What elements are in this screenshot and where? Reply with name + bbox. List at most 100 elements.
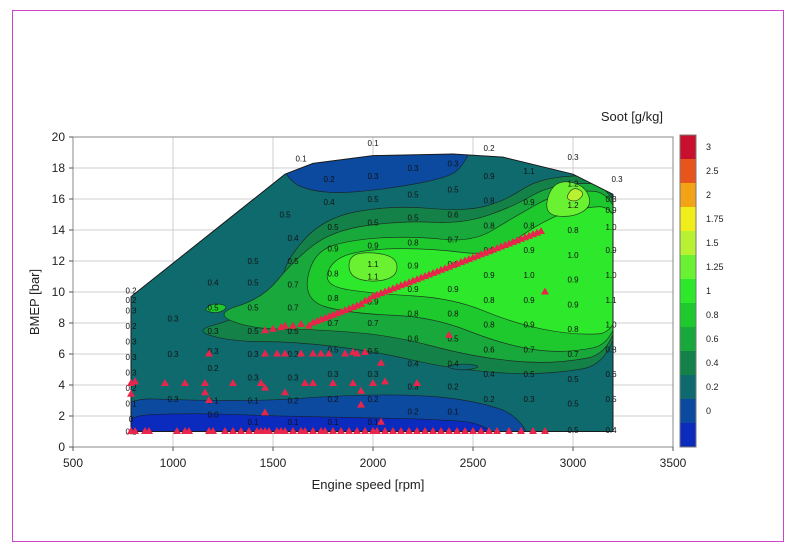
data-point [265, 427, 273, 434]
y-tick-label: 0 [58, 440, 65, 454]
contour-label: 0.1 [247, 397, 259, 406]
colorbar-swatch [680, 399, 696, 424]
data-point [429, 427, 437, 434]
contour-label: 1.0 [567, 251, 579, 260]
contour-label: 0.7 [287, 304, 299, 313]
contour-label: 0.3 [287, 350, 299, 359]
x-tick-label: 3000 [560, 456, 587, 470]
data-point [281, 388, 289, 396]
contour-label: 0.9 [483, 271, 495, 280]
contour-label: 0.3 [247, 373, 259, 382]
data-point [245, 427, 253, 434]
data-point [357, 400, 365, 408]
data-point [281, 321, 289, 329]
contour-label: 0.5 [523, 370, 535, 379]
contour-label: 0.0 [207, 410, 219, 419]
contour-label: 0.4 [207, 279, 219, 288]
x-tick-label: 2500 [460, 456, 487, 470]
contour-label: 1.2 [567, 201, 579, 210]
contour-label: 0.8 [327, 269, 339, 278]
data-point [221, 427, 229, 434]
y-tick-label: 10 [52, 285, 66, 299]
colorbar-swatch [680, 255, 696, 280]
data-point [453, 427, 461, 434]
soot-contour-chart: 0.2 0.3 0.2 0.3 0.3 0.3 0.2 0.1 0 0.1 0.3 0.3 0.3 0.4… [27, 109, 724, 492]
data-point [353, 349, 361, 357]
y-tick-label: 6 [58, 347, 65, 361]
contour-label: 0.5 [367, 218, 379, 227]
data-point [229, 378, 237, 386]
spot-1200 [205, 303, 227, 313]
contour-label: 0.9 [367, 242, 379, 251]
contour-label: 0.9 [567, 276, 579, 285]
data-point [341, 349, 349, 357]
data-point [369, 378, 377, 386]
contour-label: 1.0 [605, 271, 617, 280]
colorbar-tick-label: 3 [706, 142, 711, 152]
y-tick-label: 12 [52, 254, 66, 268]
data-point [273, 349, 281, 357]
contour-label: 0.3 [523, 395, 535, 404]
contour-label: 0.5 [287, 327, 299, 336]
data-point [377, 417, 385, 425]
contour-label: 0.1 [447, 407, 459, 416]
contour-label: 1.1 [367, 260, 379, 269]
colorbar-swatch [680, 303, 696, 328]
contour-label: 0.2 [125, 322, 137, 331]
contour-label: 0.5 [207, 304, 219, 313]
data-point [301, 378, 309, 386]
data-point [289, 321, 297, 329]
contour-label: 0.9 [523, 198, 535, 207]
contour-label: 1.1 [523, 167, 535, 176]
contour-label: 0.5 [287, 257, 299, 266]
contour-label: 0.6 [407, 335, 419, 344]
colorbar-tick-label: 1.75 [706, 214, 724, 224]
contour-label: 0.5 [567, 400, 579, 409]
y-tick-label: 4 [58, 378, 65, 392]
colorbar-swatch [680, 327, 696, 352]
x-tick-label: 1000 [160, 456, 187, 470]
contour-label: 0.8 [327, 294, 339, 303]
data-point [305, 321, 313, 329]
contour-label: 0.3 [167, 350, 179, 359]
y-axis-title: BMEP [bar] [27, 269, 42, 335]
chart-frame: 0.2 0.3 0.2 0.3 0.3 0.3 0.2 0.1 0 0.1 0.3 0.3 0.3 0.4… [12, 10, 784, 542]
data-point [337, 427, 345, 434]
x-tick-label: 1500 [260, 456, 287, 470]
contour-label: 0.8 [567, 226, 579, 235]
contour-label: 0.1 [295, 155, 307, 164]
x-tick-label: 500 [63, 456, 83, 470]
data-point [477, 427, 485, 434]
data-point [309, 378, 317, 386]
contour-label: 0.7 [367, 319, 379, 328]
peak-1-3 [567, 188, 583, 202]
data-point [261, 326, 269, 334]
contour-label: 0.8 [605, 345, 617, 354]
data-point [349, 378, 357, 386]
data-point [505, 427, 513, 434]
colorbar-title: Soot [g/kg] [601, 109, 663, 124]
contour-label: 0.5 [567, 375, 579, 384]
contour-label: 0.2 [125, 384, 137, 393]
data-point [381, 377, 389, 385]
data-point [201, 388, 209, 396]
data-point [397, 427, 405, 434]
data-point [329, 378, 337, 386]
colorbar-tick-label: 0.6 [706, 334, 719, 344]
contour-label: 0.5 [407, 214, 419, 223]
data-point [461, 427, 469, 434]
colorbar-tick-label: 1.25 [706, 262, 724, 272]
y-tick-label: 16 [52, 192, 66, 206]
contour-label: 0.9 [523, 296, 535, 305]
contour-label: 0.2 [367, 395, 379, 404]
contour-label: 0.8 [483, 321, 495, 330]
data-point [205, 396, 213, 403]
contour-label: 0 [129, 415, 134, 424]
colorbar-swatch [680, 207, 696, 232]
contour-label: 1.0 [523, 271, 535, 280]
contour-label: 1.1 [605, 296, 617, 305]
data-point [445, 330, 453, 338]
map-outline-path [130, 153, 614, 432]
contour-label: 0.1 [327, 418, 339, 427]
contour-label: 0.8 [567, 325, 579, 334]
